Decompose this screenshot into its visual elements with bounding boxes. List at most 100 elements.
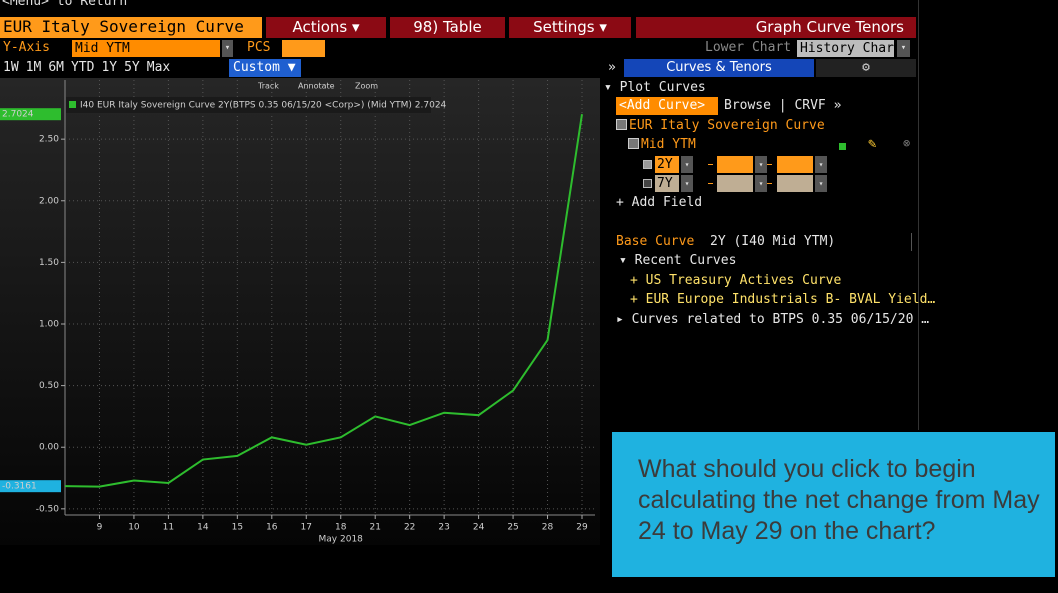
curve-title: EUR Italy Sovereign Curve xyxy=(0,17,262,38)
dropdown-arrow[interactable]: ▾ xyxy=(815,156,827,173)
tenor-box[interactable]: 2Y xyxy=(655,156,679,173)
separator xyxy=(708,164,713,165)
y-tick-label: -0.50 xyxy=(36,504,60,514)
x-tick-label: 22 xyxy=(404,523,415,533)
chart: -0.50 0.00 0.50 1.00 1.50 2.00 2.50 9 10 11 14 15 16… xyxy=(0,78,600,545)
dropdown-arrow[interactable]: ▾ xyxy=(815,175,827,192)
x-tick-label: 14 xyxy=(197,523,209,533)
period-button[interactable]: 1Y xyxy=(101,60,118,75)
recent-curves: ▾ Recent Curves xyxy=(619,253,737,268)
base-curve-value[interactable]: 2Y (I40 Mid YTM) xyxy=(710,233,912,251)
x-tick-label: 10 xyxy=(128,523,140,533)
dropdown-arrow[interactable]: ▾ xyxy=(222,40,233,57)
x-tick-label: 25 xyxy=(507,523,518,533)
tenor-input[interactable] xyxy=(777,156,813,173)
base-curve-label: Base Curve xyxy=(616,234,695,249)
add-field[interactable]: + Add Field xyxy=(616,195,703,210)
question-text: What should you click to begin calculati… xyxy=(638,455,1040,545)
chart-tool[interactable]: Track xyxy=(257,82,279,91)
value-tag-label: -0.3161 xyxy=(2,482,37,492)
legend-background xyxy=(66,97,431,113)
period-buttons: 1W 1M 6M YTD 1Y 5Y Max xyxy=(3,59,177,77)
table-button[interactable]: 98) Table xyxy=(390,17,505,38)
panel-title: Graph Curve Tenors xyxy=(636,17,916,38)
divider xyxy=(918,0,919,430)
x-tick-label: 16 xyxy=(266,523,278,533)
chart-tool[interactable]: Zoom xyxy=(355,82,378,91)
panel-header: Curves & Tenors xyxy=(624,59,814,77)
separator xyxy=(708,183,713,184)
separator xyxy=(767,164,772,165)
plot-curves: ▾ Plot Curves xyxy=(604,80,706,95)
tenor-input[interactable] xyxy=(717,175,753,192)
related-curves[interactable]: ▸ Curves related to BTPS 0.35 06/15/20 … xyxy=(616,312,930,327)
lower-chart-label: Lower Chart xyxy=(705,40,792,55)
curve-name: EUR Italy Sovereign Curve xyxy=(629,118,825,133)
period-button[interactable]: 1W xyxy=(3,60,19,75)
pcs-label: PCS xyxy=(247,40,271,55)
x-tick-label: 11 xyxy=(163,523,174,533)
pcs-input[interactable] xyxy=(282,40,325,57)
y-tick-label: 1.50 xyxy=(39,258,59,268)
value-tag-label: 2.7024 xyxy=(2,110,34,120)
chart-tool[interactable]: Annotate xyxy=(298,82,335,91)
recent-curve[interactable]: + EUR Europe Industrials B- BVAL Yield… xyxy=(630,292,936,307)
x-tick-label: 18 xyxy=(335,523,347,533)
dropdown-arrow[interactable]: ▾ xyxy=(755,156,767,173)
dropdown-arrow[interactable]: ▾ xyxy=(681,156,693,173)
edit-icon[interactable]: ✎ xyxy=(868,136,877,152)
curve-item[interactable]: EUR Italy Sovereign Curve xyxy=(616,117,825,135)
value-tag xyxy=(0,108,61,121)
tenor-input[interactable] xyxy=(717,156,753,173)
x-tick-label: 28 xyxy=(542,523,554,533)
actions-menu[interactable]: Actions ▾ xyxy=(266,17,386,38)
browse-link[interactable]: Browse | CRVF » xyxy=(724,98,842,113)
period-button[interactable]: 1M xyxy=(25,60,42,75)
question-box: What should you click to begin calculati… xyxy=(612,432,1055,577)
y-tick-label: 0.00 xyxy=(39,443,59,453)
tenor-input[interactable] xyxy=(777,175,813,192)
period-button[interactable]: Max xyxy=(146,60,171,75)
color-swatch[interactable] xyxy=(839,143,846,150)
dropdown-arrow[interactable]: ▾ xyxy=(897,40,910,57)
y-tick-label: 2.00 xyxy=(39,196,59,206)
collapse-panel[interactable]: » xyxy=(608,60,616,75)
y-tick-label: 1.00 xyxy=(39,319,59,329)
menu-hint: <Menu> to Return xyxy=(2,0,128,9)
tenor-check[interactable] xyxy=(643,179,652,188)
legend-swatch xyxy=(69,101,76,108)
dropdown-arrow[interactable]: ▾ xyxy=(755,175,767,192)
y-tick-label: 2.50 xyxy=(39,135,59,145)
tenor-check[interactable] xyxy=(643,160,652,169)
settings-menu[interactable]: Settings ▾ xyxy=(509,17,631,38)
custom-range[interactable]: Custom ▼ xyxy=(229,59,301,77)
separator xyxy=(767,183,772,184)
recent-curve[interactable]: + US Treasury Actives Curve xyxy=(630,273,842,288)
x-tick-label: 24 xyxy=(473,523,485,533)
lower-chart-select[interactable]: History Chart xyxy=(797,40,902,57)
remove-icon[interactable]: ⊗ xyxy=(903,136,911,150)
x-tick-label: 21 xyxy=(369,523,380,533)
legend-label: I40 EUR Italy Sovereign Curve 2Y(BTPS 0.… xyxy=(80,101,447,111)
y-tick-label: 0.50 xyxy=(39,381,59,391)
chart-background xyxy=(0,78,600,545)
period-button[interactable]: 5Y xyxy=(124,60,140,75)
series-line xyxy=(64,114,583,488)
tenor-box[interactable]: 7Y xyxy=(655,175,679,192)
x-tick-label: 17 xyxy=(301,523,312,533)
period-button[interactable]: YTD xyxy=(70,60,95,75)
value-tag xyxy=(0,480,61,493)
x-tick-label: 9 xyxy=(97,523,103,533)
field-name: Mid YTM xyxy=(641,137,696,152)
y-axis-select[interactable]: Mid YTM xyxy=(72,40,220,57)
dropdown-arrow[interactable]: ▾ xyxy=(681,175,693,192)
x-tick-label: 23 xyxy=(438,523,449,533)
field-item[interactable]: Mid YTM xyxy=(628,136,696,154)
add-curve[interactable]: <Add Curve> xyxy=(616,97,718,115)
x-tick-label: 15 xyxy=(232,523,243,533)
settings-gear[interactable]: ⚙ xyxy=(816,59,916,77)
period-button[interactable]: 6M xyxy=(48,60,64,75)
y-axis-label: Y-Axis xyxy=(3,40,50,55)
x-axis-label: May 2018 xyxy=(319,535,364,545)
